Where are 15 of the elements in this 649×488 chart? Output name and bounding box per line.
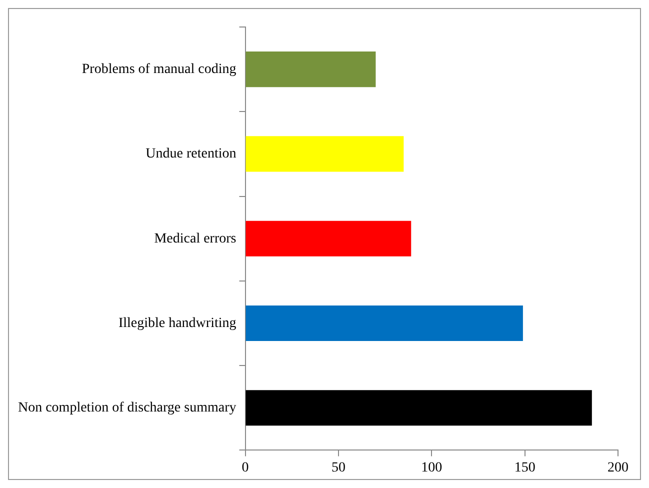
y-tick-label: Illegible handwriting: [118, 316, 236, 331]
bar: [246, 220, 412, 256]
bar: [246, 136, 404, 172]
x-tick-label: 150: [514, 460, 536, 476]
y-tick-label: Undue retention: [146, 146, 236, 162]
y-tick-label: Medical errors: [154, 231, 236, 246]
x-tick-label: 0: [242, 460, 249, 476]
y-tick-label: Problems of manual coding: [82, 62, 236, 77]
x-tick-label: 50: [331, 460, 346, 476]
y-tick-label: Non completion of discharge summary: [18, 400, 236, 416]
x-tick-label: 200: [608, 460, 628, 476]
bar: [246, 390, 592, 426]
x-tick-label: 100: [421, 460, 442, 476]
bar: [246, 305, 523, 342]
bar: [246, 52, 376, 88]
